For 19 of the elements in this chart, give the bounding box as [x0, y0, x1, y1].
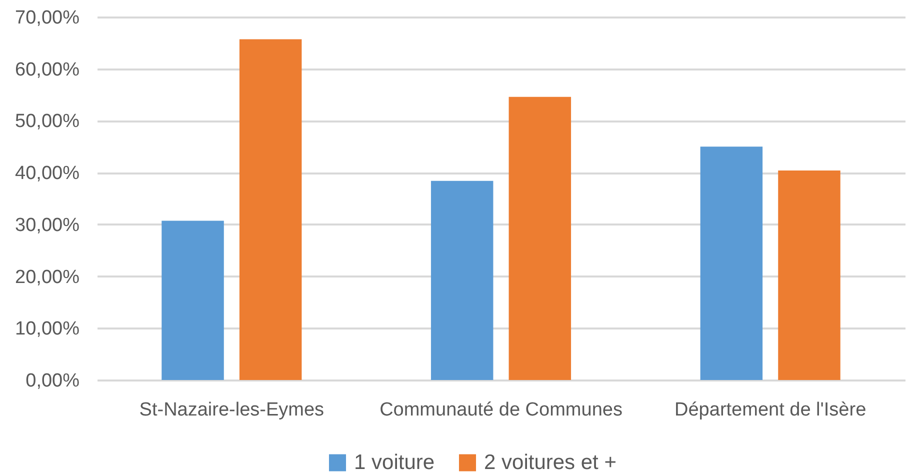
y-tick-label: 20,00%	[15, 266, 80, 288]
bar	[239, 39, 302, 380]
y-tick-label: 0,00%	[26, 370, 80, 392]
x-tick-label: St-Nazaire-les-Eymes	[139, 400, 324, 420]
y-tick-label: 70,00%	[15, 8, 80, 28]
y-tick-label: 60,00%	[15, 59, 80, 80]
y-tick-label: 30,00%	[15, 214, 80, 236]
bar	[430, 180, 494, 380]
bar	[162, 220, 224, 380]
bar	[700, 146, 763, 380]
y-tick-label: 10,00%	[15, 318, 80, 340]
bar	[778, 170, 840, 380]
x-tick-label: Communauté de Communes	[380, 400, 622, 420]
y-tick-label: 40,00%	[15, 163, 80, 184]
bar	[508, 96, 572, 380]
y-tick-label: 50,00%	[15, 111, 80, 132]
legend-label: 1 voiture	[354, 450, 435, 474]
legend-label: 2 voitures et +	[484, 450, 616, 474]
x-tick-label: Département de l'Isère	[674, 400, 866, 420]
